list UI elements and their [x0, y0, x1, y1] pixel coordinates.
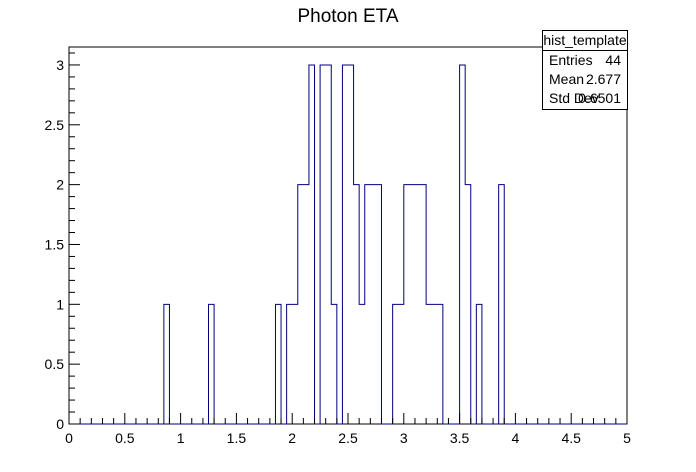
x-tick-label: 4 [512, 430, 520, 446]
stats-label: Mean [549, 71, 585, 87]
x-tick-label: 0 [65, 430, 73, 446]
stats-row-stddev: Std Dev 0.6501 [543, 89, 627, 108]
stats-value: 0.6501 [578, 90, 621, 106]
x-tick-label: 0.5 [115, 430, 135, 446]
y-tick-label: 0.5 [45, 356, 65, 372]
x-tick-label: 2 [288, 430, 296, 446]
stats-row-entries: Entries 44 [543, 51, 627, 70]
y-tick-label: 0 [56, 416, 64, 432]
x-tick-label: 5 [623, 430, 631, 446]
x-tick-label: 3 [400, 430, 408, 446]
y-tick-label: 1.5 [45, 236, 65, 252]
x-tick-label: 4.5 [561, 430, 581, 446]
stats-row-mean: Mean 2.677 [543, 70, 627, 89]
x-tick-label: 2.5 [338, 430, 358, 446]
y-tick-label: 2 [56, 177, 64, 193]
x-tick-label: 3.5 [450, 430, 470, 446]
histogram-line [69, 64, 627, 425]
x-axis: 0 0.5 1 1.5 2 2.5 3 3.5 4 4.5 5 [65, 413, 631, 446]
stats-value: 2.677 [585, 71, 621, 87]
stats-label: Entries [549, 52, 593, 68]
stats-box: hist_template Entries 44 Mean 2.677 Std … [542, 30, 628, 110]
y-tick-label: 3 [56, 57, 64, 73]
chart-title: Photon ETA [297, 6, 399, 27]
stats-box-title: hist_template [543, 31, 627, 51]
y-tick-label: 1 [56, 296, 64, 312]
stats-value: 44 [605, 52, 621, 68]
x-tick-label: 1.5 [227, 430, 247, 446]
y-axis: 0 0.5 1 1.5 2 2.5 3 [45, 52, 80, 432]
x-tick-label: 1 [177, 430, 185, 446]
histogram-series [69, 64, 627, 425]
y-tick-label: 2.5 [45, 117, 65, 133]
stats-label: Std Dev [549, 90, 599, 106]
